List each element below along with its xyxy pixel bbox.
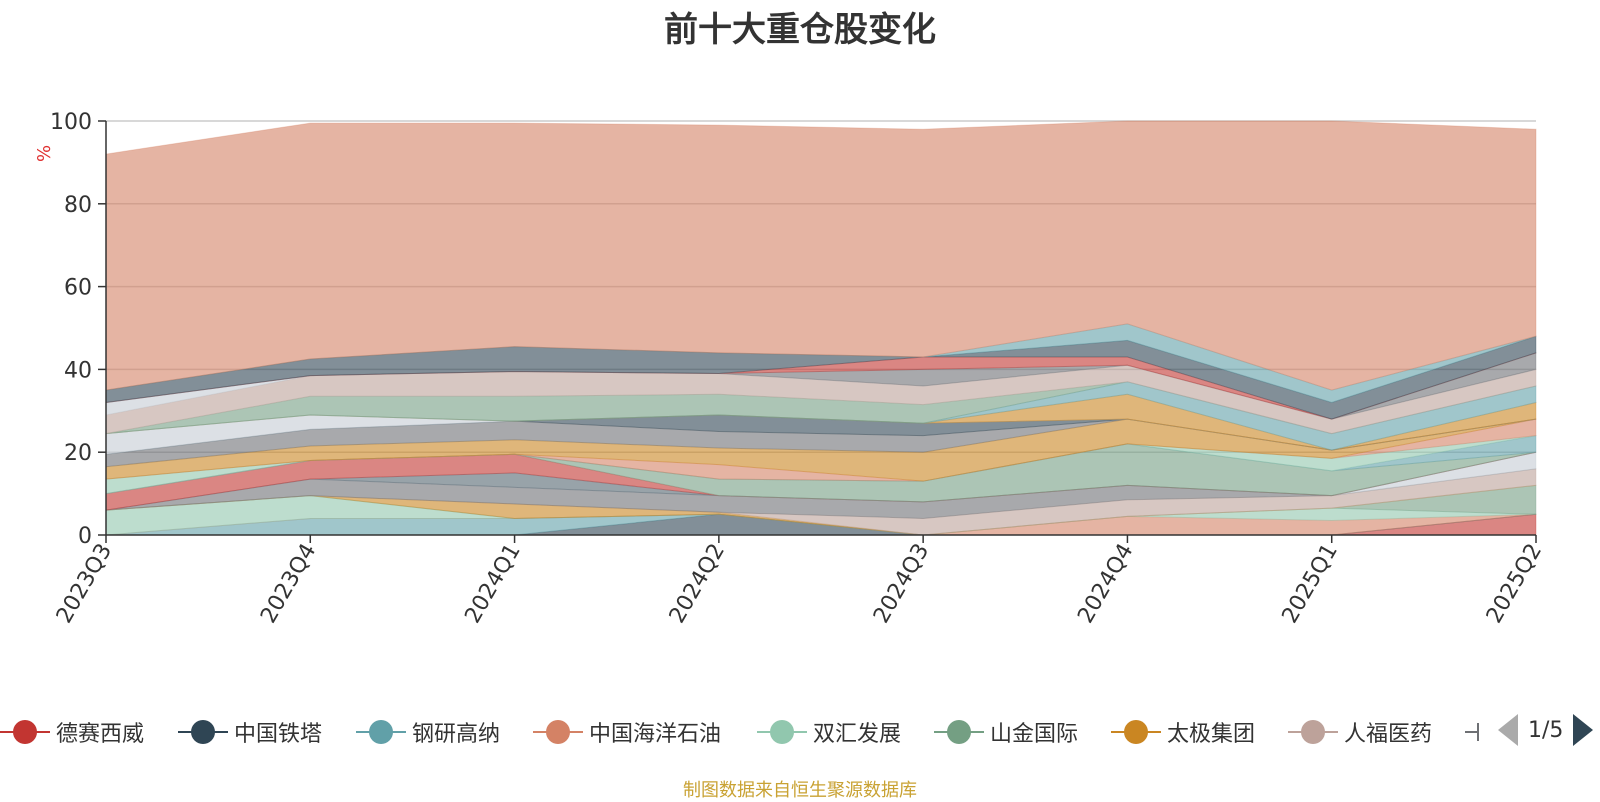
legend-label: 山金国际 bbox=[990, 722, 1079, 747]
legend-item[interactable]: 钢研高纳 bbox=[356, 712, 500, 752]
y-tick-labels: 0 20 40 60 80 100 bbox=[50, 110, 92, 549]
legend-label: 太极集团 bbox=[1167, 722, 1256, 747]
y-tick-label: 100 bbox=[50, 110, 92, 135]
legend-item[interactable]: 山金国际 bbox=[934, 712, 1078, 752]
legend-marker-icon bbox=[1111, 720, 1161, 744]
x-tick-label: 2023Q3 bbox=[52, 540, 117, 628]
legend-item[interactable]: 人福医药 bbox=[1288, 712, 1432, 752]
legend-label: 中国铁塔 bbox=[234, 722, 323, 747]
y-tick-label: 20 bbox=[64, 441, 92, 466]
legend-prev-page-icon[interactable] bbox=[1498, 714, 1518, 746]
series-area-7[interactable] bbox=[105, 468, 1537, 536]
legend-marker-icon bbox=[178, 720, 228, 744]
legend-dot-icon bbox=[1477, 723, 1479, 741]
y-tick-label: 0 bbox=[78, 524, 92, 549]
legend-marker-icon bbox=[533, 720, 583, 744]
legend-dot-icon bbox=[1301, 720, 1325, 744]
series-area-15[interactable] bbox=[105, 418, 1537, 482]
series-area-29[interactable] bbox=[105, 120, 1537, 391]
legend-marker-icon bbox=[356, 720, 406, 744]
legend-dot-icon bbox=[1124, 720, 1148, 744]
legend-next-page-icon[interactable] bbox=[1573, 714, 1594, 746]
legend-dot-icon bbox=[947, 720, 971, 744]
y-tick-label: 40 bbox=[64, 358, 92, 383]
legend-label: 人福医药 bbox=[1344, 722, 1433, 747]
series-area-9[interactable] bbox=[105, 451, 1537, 511]
legend-marker-icon bbox=[0, 720, 50, 744]
legend-marker-icon bbox=[757, 720, 807, 744]
series-area-25[interactable] bbox=[105, 352, 1537, 420]
legend-item-partial bbox=[1465, 712, 1479, 752]
data-source-note: 制图数据来自恒生聚源数据库 bbox=[683, 780, 917, 801]
legend-dot-icon bbox=[191, 720, 215, 744]
legend-marker-icon bbox=[1288, 720, 1338, 744]
x-tick-labels: 2023Q3 2023Q4 2024Q1 2024Q2 2024Q3 2024Q4 2025… bbox=[52, 540, 1547, 628]
legend-marker-icon bbox=[1465, 723, 1479, 741]
legend-item[interactable]: 双汇发展 bbox=[757, 712, 901, 752]
x-tick-label: 2024Q1 bbox=[460, 540, 525, 628]
legend-label: 中国海洋石油 bbox=[589, 722, 722, 747]
legend-item[interactable]: 中国海洋石油 bbox=[533, 712, 721, 752]
series-areas bbox=[105, 120, 1537, 536]
legend-item[interactable]: 太极集团 bbox=[1111, 712, 1255, 752]
y-axis-label: % bbox=[34, 145, 55, 162]
legend-dot-icon bbox=[770, 720, 794, 744]
y-tick-label: 80 bbox=[64, 193, 92, 218]
x-tick-label: 2023Q4 bbox=[256, 540, 321, 628]
axes bbox=[98, 120, 1537, 543]
series-area-13[interactable] bbox=[105, 435, 1537, 495]
x-tick-label: 2025Q2 bbox=[1482, 540, 1547, 628]
x-tick-label: 2025Q1 bbox=[1278, 540, 1343, 628]
legend-item[interactable]: 德赛西威 bbox=[0, 712, 144, 752]
legend-label: 钢研高纳 bbox=[412, 722, 501, 747]
legend-dot-icon bbox=[546, 720, 570, 744]
legend-dot-icon bbox=[13, 720, 37, 744]
legend: 德赛西威 中国铁塔 钢研高纳 中国海洋石油 双汇发展 山金国际 太极集团 人福医药 bbox=[0, 712, 1600, 752]
y-tick-label: 60 bbox=[64, 276, 92, 301]
x-tick-label: 2024Q2 bbox=[665, 540, 730, 628]
legend-page-info: 1/5 bbox=[1528, 717, 1564, 743]
legend-label: 德赛西威 bbox=[56, 722, 145, 747]
legend-dot-icon bbox=[369, 720, 393, 744]
legend-item[interactable]: 中国铁塔 bbox=[178, 712, 322, 752]
legend-label: 双汇发展 bbox=[813, 722, 902, 747]
x-tick-label: 2024Q3 bbox=[869, 540, 934, 628]
legend-marker-icon bbox=[934, 720, 984, 744]
x-tick-label: 2024Q4 bbox=[1073, 540, 1138, 628]
legend-pager: 1/5 bbox=[1498, 714, 1594, 746]
chart-title: 前十大重仓股变化 bbox=[664, 10, 936, 50]
